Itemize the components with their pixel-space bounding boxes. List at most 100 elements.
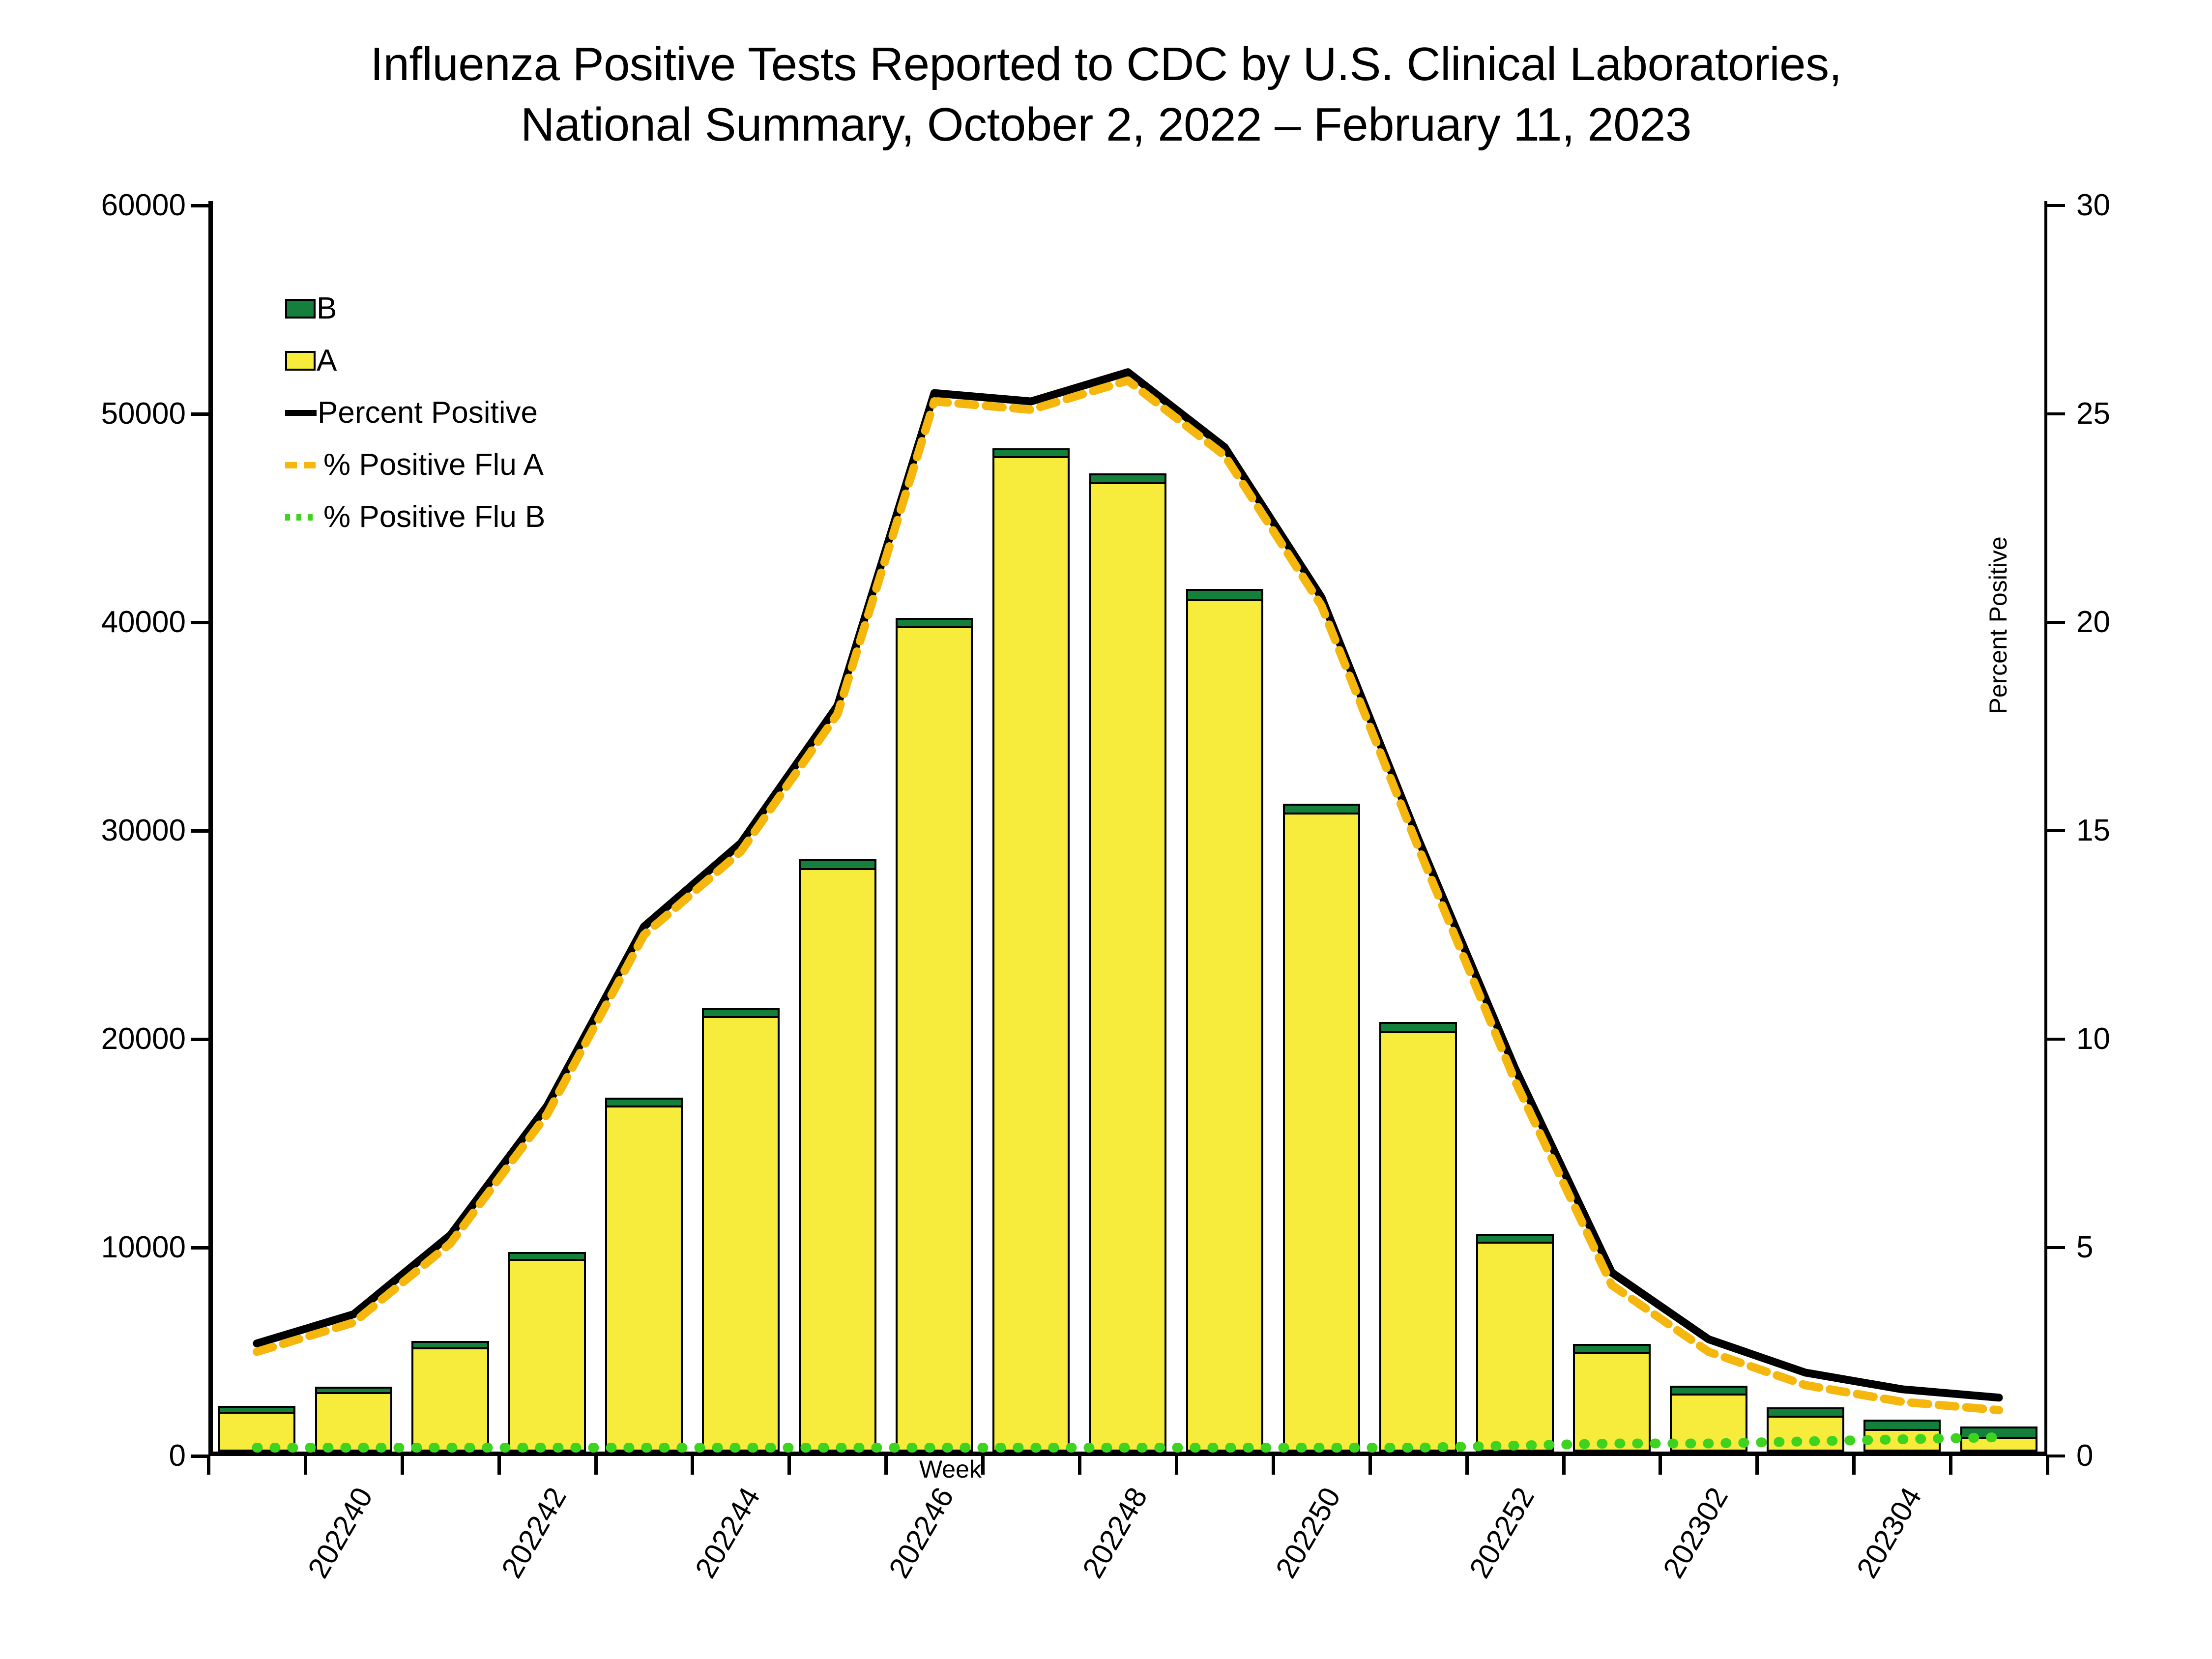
x-axis-line xyxy=(208,1452,2047,1456)
y-axis-left-tick xyxy=(191,1246,208,1250)
legend-label-percent-positive-flu-a: % Positive Flu A xyxy=(323,448,544,482)
legend-line-dashed-icon xyxy=(285,462,317,468)
x-axis-tick xyxy=(787,1456,791,1475)
legend-label-a: A xyxy=(317,344,337,378)
x-axis-tick xyxy=(981,1456,985,1475)
bar-stack xyxy=(411,1341,489,1452)
bar-segment-flu-b xyxy=(1476,1234,1554,1242)
bar-segment-flu-a xyxy=(218,1411,296,1452)
x-axis-tick-label: 202244 xyxy=(688,1482,767,1584)
bar-stack xyxy=(895,617,973,1452)
bar-segment-flu-b xyxy=(1379,1021,1457,1031)
y-axis-right-tick xyxy=(2047,621,2065,624)
y-axis-right-tick-label: 25 xyxy=(2076,397,2110,431)
y-axis-right-line xyxy=(2044,201,2047,1456)
legend-item-a: A xyxy=(285,335,678,387)
x-axis-tick-label: 202252 xyxy=(1463,1482,1541,1584)
y-axis-right-tick xyxy=(2047,412,2065,415)
bar-stack xyxy=(1379,1021,1457,1452)
x-axis-tick xyxy=(1078,1456,1082,1475)
bar-stack xyxy=(702,1008,780,1452)
y-axis-right-tick-label: 30 xyxy=(2076,188,2110,222)
bar-stack xyxy=(1282,804,1361,1452)
bar-segment-flu-a xyxy=(1186,599,1264,1452)
bar-stack xyxy=(1476,1234,1554,1452)
bar-segment-flu-b xyxy=(992,448,1070,457)
x-axis-tick xyxy=(400,1456,404,1475)
legend-item-percent-positive-flu-b: % Positive Flu B xyxy=(285,491,678,543)
bar-segment-flu-b xyxy=(1960,1426,2038,1437)
bar-segment-flu-a xyxy=(1767,1416,1844,1452)
x-axis-tick xyxy=(207,1456,210,1475)
x-axis-tick xyxy=(1949,1456,1953,1475)
y-axis-right-tick xyxy=(2047,1038,2065,1041)
chart-legend: B A Percent Positive % Positive Flu A % … xyxy=(285,283,678,543)
bar-segment-flu-b xyxy=(411,1341,489,1347)
bar-segment-flu-b xyxy=(702,1008,780,1016)
bar-segment-flu-a xyxy=(508,1258,586,1452)
y-axis-right-tick-label: 10 xyxy=(2076,1022,2110,1056)
x-axis-tick xyxy=(497,1456,501,1475)
x-axis-tick xyxy=(1659,1456,1662,1475)
legend-label-percent-positive: Percent Positive xyxy=(318,396,538,430)
y-axis-right-tick-label: 5 xyxy=(2076,1230,2094,1264)
x-axis-tick xyxy=(303,1456,307,1475)
bar-segment-flu-b xyxy=(508,1252,586,1259)
x-axis-tick xyxy=(1174,1456,1178,1475)
x-axis-tick xyxy=(1465,1456,1469,1475)
y-axis-left-line xyxy=(208,201,213,1456)
y-axis-left-tick xyxy=(191,204,208,207)
y-axis-right-tick xyxy=(2047,1455,2065,1457)
bar-stack xyxy=(1670,1385,1747,1452)
legend-item-b: B xyxy=(285,283,678,335)
bar-segment-flu-b xyxy=(1089,473,1167,483)
y-axis-left-tick-label: 30000 xyxy=(101,814,186,847)
y-axis-right-tick xyxy=(2047,204,2065,207)
bar-segment-flu-a xyxy=(1476,1241,1554,1452)
y-axis-left-tick xyxy=(191,1455,208,1458)
bar-segment-flu-b xyxy=(1573,1343,1651,1352)
bar-stack xyxy=(1573,1343,1651,1452)
bar-segment-flu-a xyxy=(411,1347,489,1452)
y-axis-left-tick-label: 10000 xyxy=(101,1230,186,1264)
x-axis-tick xyxy=(594,1456,598,1475)
bar-segment-flu-b xyxy=(895,617,973,626)
bar-stack xyxy=(1863,1419,1941,1452)
y-axis-left-tick xyxy=(191,1038,208,1041)
x-axis-tick xyxy=(1368,1456,1372,1475)
y-axis-right-tick xyxy=(2047,1246,2065,1249)
bar-segment-flu-b xyxy=(1767,1407,1844,1416)
bar-segment-flu-a xyxy=(799,868,876,1452)
legend-label-percent-positive-flu-b: % Positive Flu B xyxy=(323,500,546,534)
y-axis-left-tick-label: 0 xyxy=(169,1439,186,1473)
y-axis-right-tick-label: 15 xyxy=(2076,814,2110,847)
x-axis-tick-label: 202304 xyxy=(1850,1482,1928,1584)
bar-stack xyxy=(1960,1426,2038,1452)
x-axis-tick xyxy=(1271,1456,1275,1475)
x-axis-tick-label: 202246 xyxy=(882,1482,960,1584)
legend-item-percent-positive: Percent Positive xyxy=(285,387,678,439)
bar-stack xyxy=(992,448,1070,1452)
x-axis-tick-label: 202248 xyxy=(1076,1482,1154,1584)
x-axis-tick xyxy=(691,1456,695,1475)
bar-segment-flu-a xyxy=(1573,1352,1651,1452)
bar-segment-flu-b xyxy=(605,1098,683,1106)
x-axis-tick-label: 202250 xyxy=(1269,1482,1347,1584)
x-axis-tick xyxy=(1755,1456,1759,1475)
y-axis-left-tick xyxy=(191,829,208,833)
bar-segment-flu-a xyxy=(1282,813,1361,1452)
bar-segment-flu-a xyxy=(605,1106,683,1452)
bar-segment-flu-a xyxy=(315,1392,393,1452)
bar-segment-flu-b xyxy=(1186,588,1264,599)
y-axis-left-tick xyxy=(191,412,208,416)
y-axis-left-tick-label: 20000 xyxy=(101,1022,186,1056)
y-axis-left-tick-label: 40000 xyxy=(101,605,186,639)
bar-stack xyxy=(1186,588,1264,1452)
bar-segment-flu-b xyxy=(218,1406,296,1412)
legend-label-b: B xyxy=(317,291,337,325)
chart-title: Influenza Positive Tests Reported to CDC… xyxy=(370,38,1842,151)
bar-stack xyxy=(605,1098,683,1452)
x-axis-tick-label: 202240 xyxy=(301,1482,379,1584)
legend-swatch-b-icon xyxy=(285,299,316,319)
